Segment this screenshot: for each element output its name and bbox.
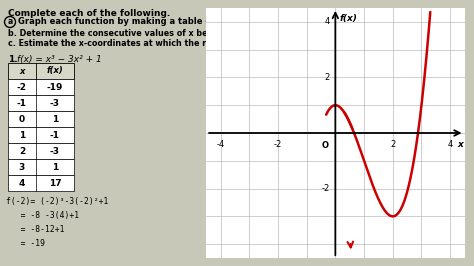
Text: -19: -19 xyxy=(47,82,63,92)
Text: f(x): f(x) xyxy=(340,14,357,23)
Text: 2: 2 xyxy=(19,147,25,156)
Text: Complete each of the following.: Complete each of the following. xyxy=(8,9,170,18)
Text: a: a xyxy=(8,18,13,27)
Text: 3: 3 xyxy=(19,163,25,172)
Text: -3: -3 xyxy=(50,98,60,107)
Text: Graph each function by making a table of values.: Graph each function by making a table of… xyxy=(18,18,252,27)
Text: 4: 4 xyxy=(19,178,25,188)
Text: 1: 1 xyxy=(19,131,25,139)
Text: -3: -3 xyxy=(50,147,60,156)
Bar xyxy=(8,95,74,111)
Text: f(x) = x³ − 3x² + 1: f(x) = x³ − 3x² + 1 xyxy=(17,55,102,64)
Text: 2: 2 xyxy=(390,140,395,149)
Text: f(x): f(x) xyxy=(46,66,64,76)
Text: x: x xyxy=(457,140,463,149)
Bar xyxy=(8,79,74,95)
Text: 4: 4 xyxy=(447,140,453,149)
Text: 4: 4 xyxy=(324,17,329,26)
Text: 17: 17 xyxy=(49,178,61,188)
Text: = -19: = -19 xyxy=(6,239,45,248)
Text: -2: -2 xyxy=(17,82,27,92)
Text: x: x xyxy=(19,66,25,76)
Text: -2: -2 xyxy=(274,140,282,149)
Text: f(-2)= (-2)³-3(-2)²+1: f(-2)= (-2)³-3(-2)²+1 xyxy=(6,197,109,206)
Text: 1: 1 xyxy=(52,163,58,172)
Text: 1.: 1. xyxy=(8,55,18,64)
Text: b. Determine the consecutive values of x between which each real zero is located: b. Determine the consecutive values of x… xyxy=(8,28,382,38)
Bar xyxy=(8,175,74,191)
Text: = -8-12+1: = -8-12+1 xyxy=(6,225,64,234)
Text: 0: 0 xyxy=(19,114,25,123)
Text: -1: -1 xyxy=(50,131,60,139)
Text: -1: -1 xyxy=(17,98,27,107)
Bar xyxy=(8,63,74,79)
Text: 2: 2 xyxy=(324,73,329,82)
Bar xyxy=(8,127,74,143)
Text: = -8 -3(4)+1: = -8 -3(4)+1 xyxy=(6,211,79,220)
Bar xyxy=(8,159,74,175)
Text: -2: -2 xyxy=(321,184,329,193)
Text: O: O xyxy=(322,141,329,150)
Bar xyxy=(8,111,74,127)
Text: 1: 1 xyxy=(52,114,58,123)
Bar xyxy=(8,143,74,159)
Text: c. Estimate the x-coordinates at which the relative maxima and minima occur.: c. Estimate the x-coordinates at which t… xyxy=(8,39,361,48)
Text: -4: -4 xyxy=(217,140,225,149)
